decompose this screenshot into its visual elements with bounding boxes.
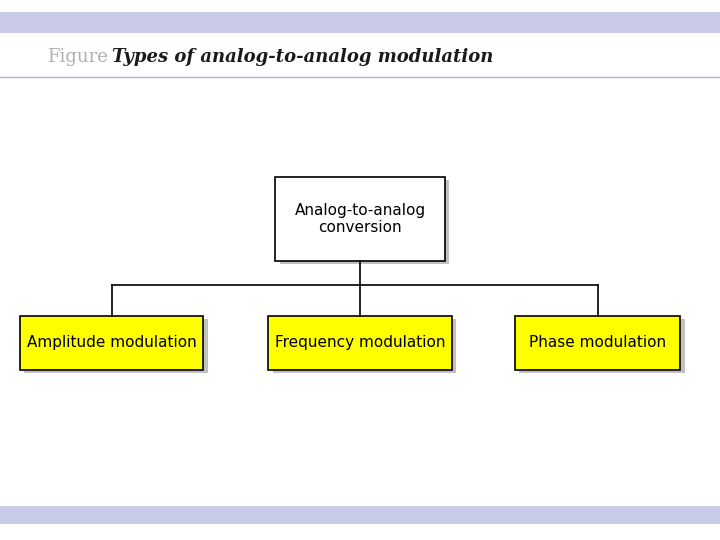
- Bar: [268, 316, 452, 370]
- Text: Analog-to-analog
conversion: Analog-to-analog conversion: [294, 202, 426, 235]
- Text: Frequency modulation: Frequency modulation: [275, 335, 445, 350]
- Bar: [0, 12, 720, 33]
- Bar: [272, 319, 456, 373]
- Bar: [0, 506, 720, 524]
- Bar: [280, 180, 449, 264]
- Bar: [515, 316, 680, 370]
- Text: Types of analog-to-analog modulation: Types of analog-to-analog modulation: [112, 48, 493, 66]
- Text: Phase modulation: Phase modulation: [529, 335, 666, 350]
- Bar: [19, 316, 203, 370]
- Bar: [519, 319, 685, 373]
- Bar: [24, 319, 208, 373]
- Bar: [275, 177, 444, 261]
- Text: Figure: Figure: [47, 48, 108, 66]
- Text: Amplitude modulation: Amplitude modulation: [27, 335, 197, 350]
